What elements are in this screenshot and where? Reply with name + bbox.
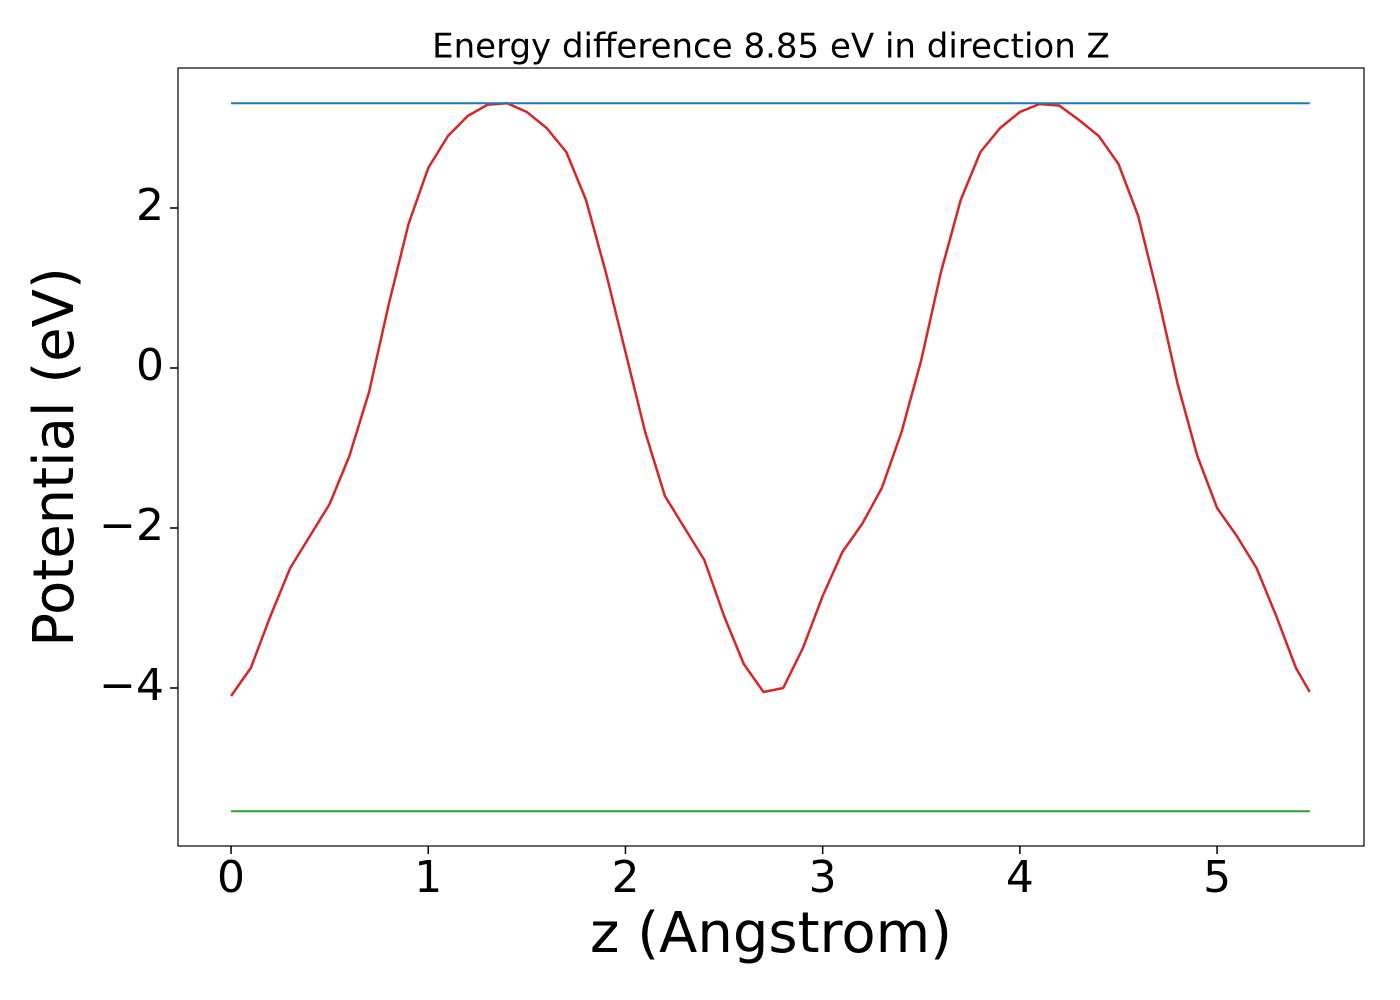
plot-frame bbox=[177, 67, 1365, 847]
x-tick-label: 5 bbox=[1203, 852, 1231, 903]
y-tick-label: 2 bbox=[136, 180, 164, 231]
y-axis-label: Potential (eV) bbox=[22, 267, 87, 647]
x-axis-label: z (Angstrom) bbox=[590, 901, 952, 966]
y-tick-label: 0 bbox=[136, 340, 164, 391]
x-tick-label: 4 bbox=[1006, 852, 1034, 903]
x-tick-label: 1 bbox=[414, 852, 442, 903]
x-tick-label: 3 bbox=[809, 852, 837, 903]
x-tick-label: 0 bbox=[217, 852, 245, 903]
x-tick-label: 2 bbox=[611, 852, 639, 903]
y-tick-label: −2 bbox=[99, 500, 164, 551]
y-tick-label: −4 bbox=[99, 660, 164, 711]
chart-title: Energy difference 8.85 eV in direction Z bbox=[432, 27, 1110, 67]
series-line bbox=[230, 101, 1311, 697]
